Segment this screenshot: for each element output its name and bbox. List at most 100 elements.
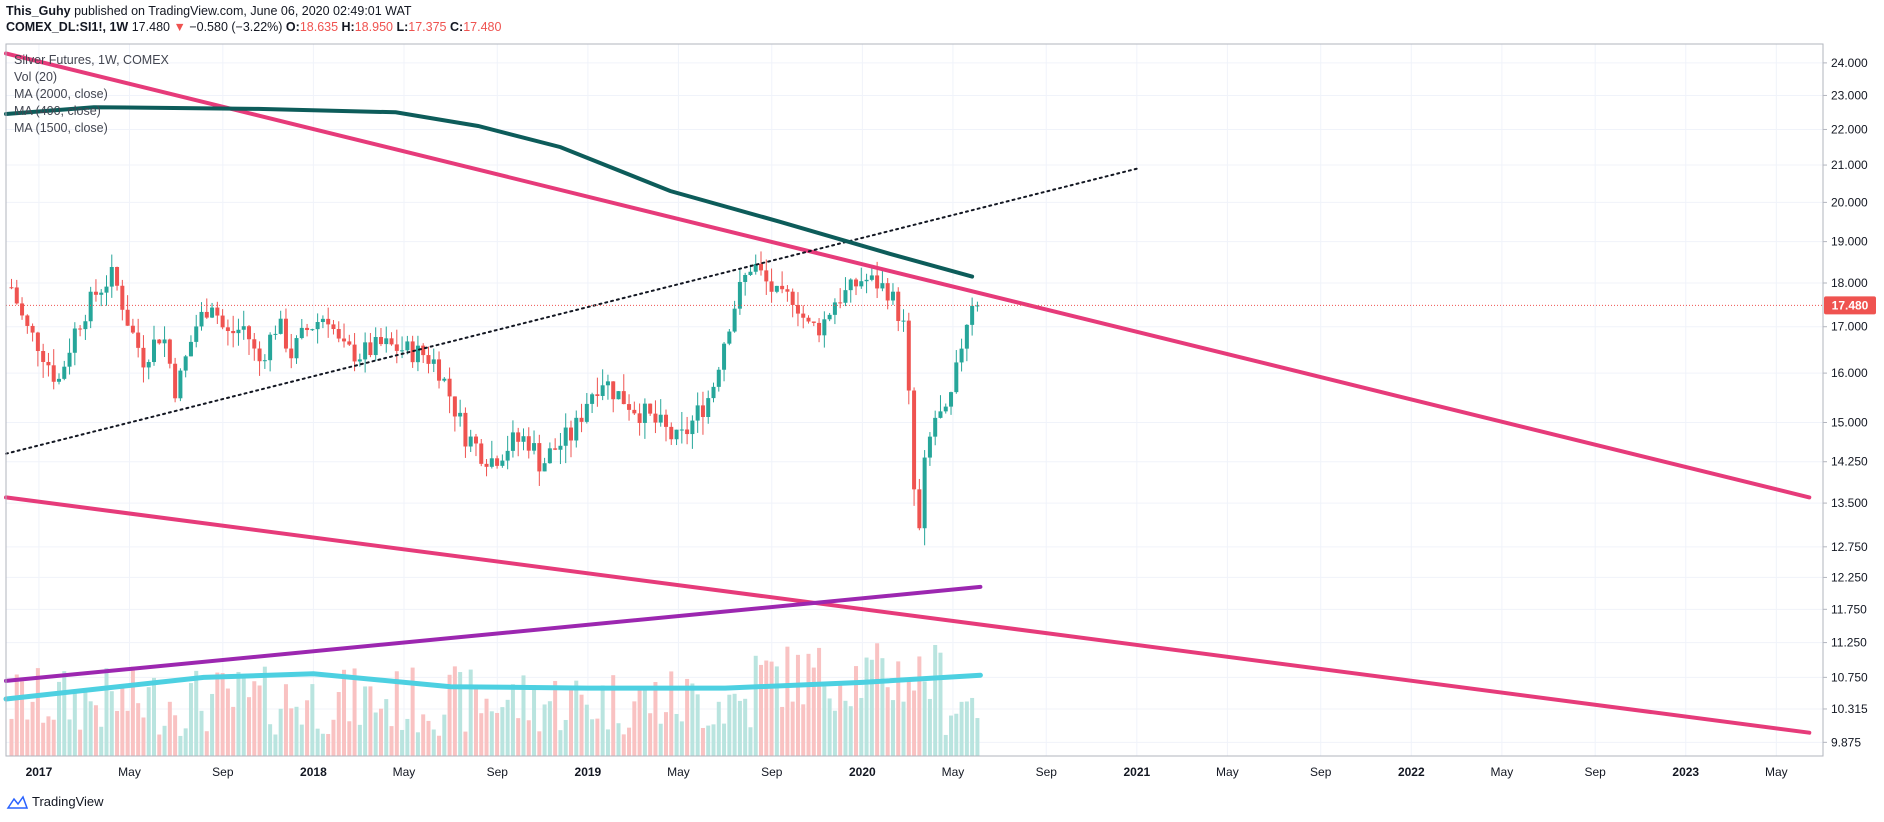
- candle-body: [452, 396, 457, 417]
- volume-bar: [553, 680, 558, 756]
- legend-ma-2000[interactable]: MA (2000, close): [14, 87, 108, 101]
- volume-bar: [30, 701, 35, 756]
- volume-bar: [843, 700, 848, 756]
- candle-body: [99, 292, 104, 295]
- volume-bar: [526, 720, 531, 756]
- candle-body: [595, 394, 600, 396]
- volume-bar: [331, 719, 336, 756]
- volume-bar: [9, 718, 14, 756]
- candle-body: [584, 403, 589, 422]
- legend-ma-1500[interactable]: MA (1500, close): [14, 121, 108, 135]
- candle-body: [315, 322, 320, 330]
- ytick-label-0: 24.000: [1831, 56, 1868, 70]
- volume-bar: [864, 657, 869, 756]
- candle-body: [305, 327, 310, 331]
- candle-body: [162, 339, 167, 344]
- last-price: 17.480: [131, 20, 170, 34]
- volume-bar: [711, 724, 716, 756]
- volume-bar: [774, 666, 779, 756]
- volume-bar: [447, 674, 452, 756]
- volume-bar: [627, 727, 632, 756]
- candle-body: [336, 329, 341, 339]
- volume-bar: [574, 680, 579, 756]
- volume-bar: [495, 712, 500, 756]
- candle-body: [56, 378, 61, 382]
- candle-body: [220, 315, 225, 328]
- legend-vol[interactable]: Vol (20): [14, 70, 57, 84]
- candle-body: [674, 429, 679, 440]
- volume-bar: [20, 681, 25, 756]
- volume-bar: [637, 687, 642, 756]
- price-axis[interactable]: 24.000 23.000 22.000 21.000 20.000 19.000 18.0…: [1823, 56, 1868, 749]
- legend-ma-400[interactable]: MA (400, close): [14, 104, 101, 118]
- candle-body: [875, 275, 880, 289]
- candle-body: [516, 432, 521, 442]
- candle-body: [563, 427, 568, 446]
- candle-body: [727, 331, 732, 344]
- candle-body: [167, 339, 172, 364]
- volume-bar: [125, 710, 130, 756]
- volume-bar: [700, 727, 705, 756]
- tradingview-logo[interactable]: TradingView: [6, 794, 104, 809]
- volume-bar: [600, 685, 605, 756]
- author-name[interactable]: This_Guhy: [6, 4, 71, 18]
- candle-body: [199, 311, 204, 327]
- volume-bar: [410, 667, 415, 756]
- candle-body: [526, 436, 531, 451]
- candle-body: [115, 266, 120, 286]
- candle-body: [558, 445, 563, 450]
- line-ma-2000-close-: [4, 105, 975, 279]
- candle-body: [880, 283, 885, 289]
- ytick-label-7: 17.000: [1831, 320, 1868, 334]
- candle-body: [600, 385, 605, 396]
- candle-body: [67, 352, 72, 367]
- xtick-label-10: May: [942, 765, 965, 779]
- volume-bar: [241, 677, 246, 756]
- volume-bar: [579, 694, 584, 756]
- volume-bar: [785, 646, 790, 756]
- volume-bar: [611, 675, 616, 756]
- volume-bar: [479, 713, 484, 756]
- volume-bar: [426, 720, 431, 756]
- volume-bar: [537, 731, 542, 756]
- volume-bar: [130, 666, 135, 756]
- legend-symbol[interactable]: Silver Futures, 1W, COMEX: [14, 53, 170, 67]
- volume-bar: [970, 697, 975, 756]
- candle-body: [173, 363, 178, 399]
- xtick-label-2: Sep: [212, 765, 234, 779]
- candle-body: [632, 409, 637, 414]
- candle-body: [104, 286, 109, 293]
- candle-body: [500, 460, 505, 466]
- volume-bar: [927, 698, 932, 756]
- candle-body: [347, 341, 352, 345]
- xtick-label-18: 2023: [1672, 765, 1699, 779]
- candle-body: [547, 448, 552, 464]
- volume-bar: [289, 708, 294, 756]
- volume-bar: [35, 668, 40, 756]
- volume-bar: [315, 728, 320, 756]
- volume-bar: [817, 647, 822, 756]
- ytick-label-12: 12.750: [1831, 540, 1868, 554]
- volume-bar: [310, 684, 315, 756]
- xtick-label-17: Sep: [1585, 765, 1607, 779]
- volume-bar: [790, 701, 795, 756]
- volume-bar: [320, 733, 325, 756]
- publish-info: published on TradingView.com, June 06, 2…: [74, 4, 412, 18]
- candle-body: [25, 315, 30, 326]
- candle-body: [178, 370, 183, 399]
- ytick-label-5: 19.000: [1831, 235, 1868, 249]
- close-value: 17.480: [463, 20, 502, 34]
- candle-body: [685, 429, 690, 435]
- xtick-label-1: May: [118, 765, 141, 779]
- volume-bar: [595, 718, 600, 756]
- candle-body: [479, 443, 484, 464]
- candle-body: [442, 378, 447, 381]
- volume-bar: [141, 717, 146, 756]
- volume-bar: [215, 672, 220, 756]
- time-axis[interactable]: 2017 May Sep 2018 May Sep 2019 May Sep 2020 May Sep…: [26, 765, 1788, 779]
- volume-bar: [848, 706, 853, 756]
- volume-bar: [737, 700, 742, 756]
- candle-body: [890, 291, 895, 301]
- candle-body: [14, 287, 19, 304]
